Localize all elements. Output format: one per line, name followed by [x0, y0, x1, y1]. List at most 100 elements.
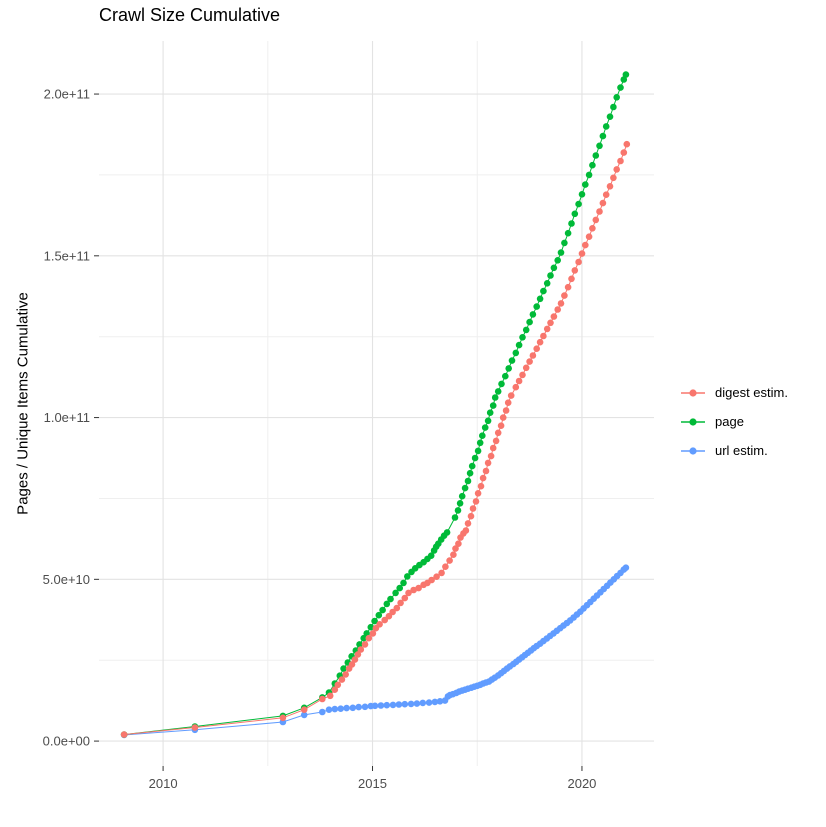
y-tick-label: 0.0e+00 [43, 734, 90, 749]
data-point [379, 606, 386, 614]
data-point [381, 616, 389, 624]
data-point [526, 318, 533, 326]
data-point [606, 183, 614, 190]
x-tick-label: 2020 [567, 776, 596, 791]
data-point [401, 700, 409, 708]
data-point [331, 686, 339, 693]
data-point [589, 225, 596, 232]
data-point [319, 695, 326, 703]
data-point [491, 394, 499, 401]
data-point [568, 220, 575, 227]
data-point [550, 313, 558, 320]
data-point [464, 520, 472, 527]
data-point [507, 392, 515, 399]
data-point [582, 181, 589, 188]
data-point [479, 474, 487, 482]
data-point [613, 166, 620, 173]
data-point [474, 447, 482, 455]
data-point [571, 210, 579, 218]
data-point [413, 700, 421, 707]
data-point [515, 377, 523, 385]
data-point [482, 467, 490, 475]
data-point [396, 584, 404, 592]
data-point [529, 352, 537, 359]
data-point [622, 564, 630, 571]
data-point [405, 589, 412, 597]
data-point [351, 656, 359, 663]
data-point [599, 132, 607, 140]
data-point [522, 326, 530, 334]
data-point [536, 295, 544, 303]
data-point [360, 634, 368, 642]
data-point [348, 661, 356, 668]
data-point [466, 469, 474, 477]
data-point [547, 319, 554, 327]
data-point [472, 498, 480, 505]
data-point [397, 599, 404, 607]
y-tick-label: 2.0e+11 [44, 87, 90, 102]
data-point [502, 372, 509, 380]
legend-entry: url estim. [680, 436, 788, 465]
data-point [557, 300, 565, 307]
data-point [610, 103, 617, 111]
y-tick-label: 1.5e+11 [44, 248, 90, 263]
data-point [375, 611, 383, 619]
data-point [425, 699, 433, 706]
data-point [120, 731, 128, 738]
data-point [564, 229, 572, 237]
x-tick-label: 2015 [358, 776, 387, 791]
data-point [617, 84, 624, 91]
data-point [617, 157, 624, 165]
data-point [436, 698, 444, 705]
data-point [349, 704, 357, 712]
data-point [512, 349, 520, 357]
data-point [497, 422, 505, 430]
series-line-digest-estim- [124, 144, 628, 736]
data-point [540, 332, 547, 340]
data-point [340, 665, 347, 672]
data-point [477, 482, 485, 490]
data-point [427, 552, 435, 559]
data-point [331, 705, 339, 713]
data-point [484, 459, 492, 467]
data-point [533, 345, 540, 353]
data-point [338, 676, 346, 683]
data-point [319, 708, 326, 716]
data-point [464, 477, 472, 485]
data-point [443, 529, 451, 536]
data-point [519, 334, 526, 341]
data-point [357, 646, 365, 653]
data-point [504, 399, 512, 407]
data-point [599, 199, 607, 207]
data-point [486, 409, 494, 417]
data-point [571, 267, 579, 274]
data-point [568, 275, 575, 283]
data-point [415, 584, 422, 592]
data-point [596, 208, 603, 215]
data-point [446, 557, 453, 564]
data-point [442, 563, 449, 570]
data-point [377, 702, 385, 709]
data-point [592, 216, 600, 224]
data-point [369, 630, 377, 637]
data-point [469, 505, 477, 512]
data-point [502, 407, 510, 414]
data-point [613, 94, 620, 101]
data-point [554, 306, 561, 313]
data-point [585, 233, 593, 240]
data-point [589, 161, 596, 169]
data-point [389, 608, 396, 616]
data-point [547, 272, 554, 279]
data-point [533, 303, 540, 310]
data-point [365, 634, 373, 642]
data-point [623, 140, 631, 148]
data-point [471, 454, 479, 462]
legend-key-icon [681, 446, 705, 455]
data-point [474, 490, 482, 497]
data-point [575, 200, 582, 208]
data-point [557, 249, 565, 256]
data-point [515, 341, 523, 349]
data-point [550, 264, 558, 272]
data-point [343, 704, 350, 712]
